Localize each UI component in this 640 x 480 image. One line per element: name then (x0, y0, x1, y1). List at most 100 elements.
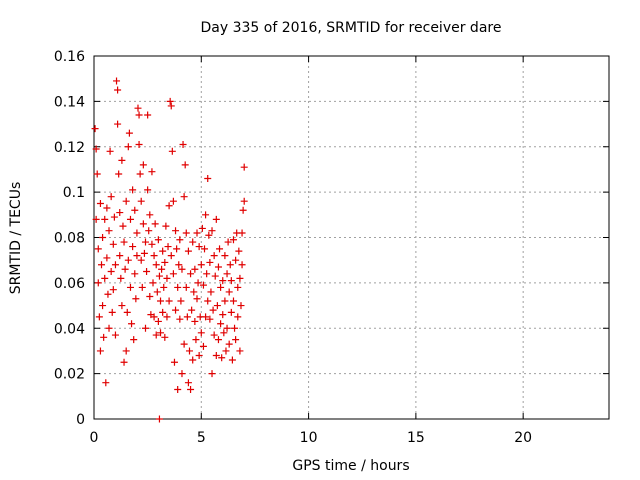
data-point (111, 261, 119, 269)
y-tick-label: 0.04 (54, 321, 85, 337)
data-point (157, 297, 165, 305)
data-point (148, 168, 156, 176)
data-point (108, 308, 116, 316)
grid-lines (94, 56, 609, 419)
data-point (164, 243, 172, 251)
data-point (118, 156, 126, 164)
data-point (91, 125, 99, 133)
data-point (232, 336, 240, 344)
data-point (174, 386, 182, 394)
data-point (206, 258, 214, 266)
data-point (169, 197, 177, 205)
data-point (232, 256, 240, 264)
data-point (221, 252, 229, 260)
x-tick-label: 5 (197, 430, 206, 446)
data-point (238, 261, 246, 269)
x-axis-label: GPS time / hours (292, 458, 409, 474)
data-point (101, 215, 109, 223)
data-point (160, 283, 168, 291)
data-point (100, 333, 108, 341)
data-point (148, 240, 156, 248)
data-point (198, 224, 206, 232)
data-point (116, 252, 124, 260)
data-point (227, 308, 235, 316)
data-point (217, 283, 225, 291)
data-point (240, 163, 248, 171)
data-point (137, 197, 145, 205)
data-point (223, 270, 231, 278)
data-point (167, 102, 175, 110)
data-point (197, 329, 205, 337)
data-point (236, 274, 244, 282)
data-point (144, 186, 152, 194)
data-point (208, 370, 216, 378)
data-point (150, 252, 158, 260)
data-point (161, 258, 169, 266)
data-point (101, 274, 109, 282)
y-tick-label: 0.02 (54, 367, 85, 383)
axis-ticks: 0 0.02 0.04 0.06 0.08 0.1 0.12 0.14 0.16 0 5 10 15 20 (54, 49, 609, 446)
data-point (180, 193, 188, 201)
data-point (115, 170, 123, 178)
data-point (165, 202, 173, 210)
data-point (153, 288, 161, 296)
data-point (228, 356, 236, 364)
data-point (197, 261, 205, 269)
data-point (168, 147, 176, 155)
data-point (144, 111, 152, 119)
data-point (222, 347, 230, 355)
data-point (155, 415, 163, 423)
data-point (134, 104, 142, 112)
data-point (166, 97, 174, 105)
data-point (136, 170, 144, 178)
data-point (129, 186, 137, 194)
data-point (133, 229, 141, 237)
data-point (210, 252, 218, 260)
data-point (105, 324, 113, 332)
data-point (220, 329, 228, 337)
data-point (107, 268, 115, 276)
data-point (99, 302, 107, 310)
data-point (99, 234, 107, 241)
data-point (169, 270, 177, 278)
data-point (219, 311, 227, 319)
x-tick-label: 20 (514, 430, 532, 446)
y-tick-label: 0.16 (54, 49, 85, 65)
data-point (149, 279, 157, 287)
data-point (180, 340, 188, 348)
data-point (202, 313, 210, 321)
data-point (219, 277, 227, 285)
data-point (146, 211, 154, 219)
data-point (96, 199, 104, 207)
data-point (189, 356, 197, 364)
data-point (182, 283, 190, 291)
data-point (106, 147, 114, 155)
data-point (165, 297, 173, 305)
data-point (184, 379, 192, 387)
data-point (155, 272, 163, 280)
data-point (204, 175, 212, 183)
data-point (225, 340, 233, 348)
data-point (183, 313, 191, 321)
data-point (154, 236, 162, 244)
y-axis-label: SRMTID / TECUs (8, 182, 24, 295)
data-point (213, 302, 221, 310)
data-point (225, 288, 233, 296)
data-point (203, 270, 211, 278)
data-point (116, 209, 124, 217)
data-point (135, 111, 143, 119)
data-point (120, 358, 128, 366)
data-point (189, 238, 197, 246)
data-point (170, 358, 178, 366)
data-point (206, 315, 214, 323)
data-point (131, 206, 139, 214)
data-point (118, 302, 126, 310)
data-point (205, 231, 213, 239)
data-point (212, 215, 220, 223)
data-point (193, 229, 201, 237)
data-point (193, 295, 201, 303)
data-point (102, 379, 110, 387)
data-point (145, 227, 153, 235)
data-point (175, 261, 183, 269)
data-point (104, 290, 112, 298)
